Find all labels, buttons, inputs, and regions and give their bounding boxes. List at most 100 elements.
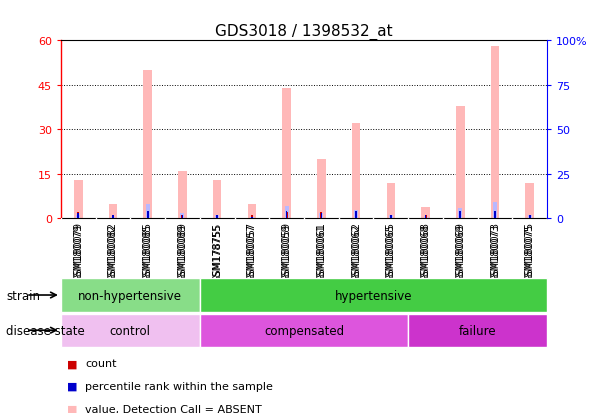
Text: GSM180075: GSM180075	[525, 222, 535, 281]
Bar	[74, 180, 83, 219]
Text: GSM180075: GSM180075	[525, 223, 535, 282]
Bar	[216, 215, 218, 219]
Bar	[247, 204, 256, 219]
Bar	[181, 214, 184, 219]
Text: failure: failure	[459, 324, 497, 337]
Bar	[181, 216, 184, 219]
Bar	[319, 214, 323, 219]
Text: GSM180062: GSM180062	[351, 222, 361, 281]
Bar	[145, 205, 150, 219]
Text: strain: strain	[6, 289, 40, 302]
Text: hypertensive: hypertensive	[335, 289, 412, 302]
Bar	[147, 212, 148, 219]
Text: count: count	[85, 358, 117, 368]
Bar	[390, 216, 392, 219]
Text: ■: ■	[67, 358, 77, 368]
Bar	[112, 216, 114, 219]
Text: ■: ■	[67, 381, 77, 391]
Bar	[286, 212, 288, 219]
Bar	[408, 314, 547, 347]
Text: disease state: disease state	[6, 324, 85, 337]
Bar	[494, 213, 496, 219]
Bar	[493, 203, 497, 219]
Bar	[178, 171, 187, 219]
Text: ■: ■	[67, 404, 77, 413]
Text: GSM180069: GSM180069	[455, 222, 465, 280]
Bar	[282, 89, 291, 219]
Bar	[61, 279, 200, 312]
Text: GSM180079: GSM180079	[73, 222, 83, 281]
Text: compensated: compensated	[264, 324, 344, 337]
Text: GSM180057: GSM180057	[247, 222, 257, 281]
Bar	[61, 314, 200, 347]
Bar	[529, 216, 531, 219]
Text: value, Detection Call = ABSENT: value, Detection Call = ABSENT	[85, 404, 262, 413]
Bar	[111, 217, 115, 219]
Bar	[352, 124, 361, 219]
Text: GSM180059: GSM180059	[282, 223, 292, 282]
Bar	[355, 212, 357, 219]
Bar	[458, 208, 463, 219]
Bar	[250, 217, 254, 219]
Bar	[529, 215, 531, 219]
Text: GSM180085: GSM180085	[143, 222, 153, 281]
Bar	[251, 217, 253, 219]
Bar	[424, 216, 427, 219]
Bar	[494, 212, 496, 219]
Bar	[200, 279, 547, 312]
Text: GSM180065: GSM180065	[386, 223, 396, 282]
Bar	[424, 217, 427, 219]
Text: GSM180068: GSM180068	[421, 222, 430, 280]
Text: GSM180061: GSM180061	[316, 222, 326, 280]
Text: GSM180069: GSM180069	[455, 223, 465, 282]
Bar	[460, 212, 461, 219]
Text: GSM178755: GSM178755	[212, 223, 222, 283]
Bar	[77, 213, 79, 219]
Text: GSM180082: GSM180082	[108, 222, 118, 281]
Text: GSM180089: GSM180089	[178, 223, 187, 282]
Bar	[112, 215, 114, 219]
Bar	[355, 213, 357, 219]
Text: GSM180073: GSM180073	[490, 222, 500, 281]
Text: GSM180068: GSM180068	[421, 223, 430, 282]
Bar	[215, 215, 219, 219]
Bar	[389, 215, 393, 219]
Text: GSM180059: GSM180059	[282, 222, 292, 281]
Bar	[251, 216, 253, 219]
Text: control: control	[110, 324, 151, 337]
Bar	[200, 314, 408, 347]
Bar	[285, 206, 289, 219]
Bar	[525, 183, 534, 219]
Text: GSM180079: GSM180079	[73, 223, 83, 282]
Bar	[459, 213, 461, 219]
Bar	[354, 210, 358, 219]
Text: percentile rank within the sample: percentile rank within the sample	[85, 381, 273, 391]
Bar	[182, 215, 183, 219]
Bar	[143, 71, 152, 219]
Bar	[390, 215, 392, 219]
Bar	[421, 207, 430, 219]
Bar	[109, 204, 117, 219]
Bar	[387, 183, 395, 219]
Text: GSM180082: GSM180082	[108, 223, 118, 282]
Text: GSM180061: GSM180061	[316, 223, 326, 282]
Text: GSM180085: GSM180085	[143, 223, 153, 282]
Bar	[425, 215, 426, 219]
Bar	[213, 180, 221, 219]
Text: GSM180089: GSM180089	[178, 222, 187, 280]
Bar	[77, 214, 79, 219]
Bar	[216, 216, 218, 219]
Bar	[317, 160, 326, 219]
Bar	[456, 107, 465, 219]
Title: GDS3018 / 1398532_at: GDS3018 / 1398532_at	[215, 24, 393, 40]
Bar	[286, 213, 288, 219]
Bar	[320, 214, 322, 219]
Bar	[147, 213, 149, 219]
Text: GSM178755: GSM178755	[212, 222, 222, 281]
Text: GSM180065: GSM180065	[386, 222, 396, 281]
Bar	[491, 47, 499, 219]
Text: GSM180073: GSM180073	[490, 223, 500, 282]
Text: GSM180062: GSM180062	[351, 223, 361, 282]
Text: non-hypertensive: non-hypertensive	[78, 289, 182, 302]
Bar	[528, 215, 532, 219]
